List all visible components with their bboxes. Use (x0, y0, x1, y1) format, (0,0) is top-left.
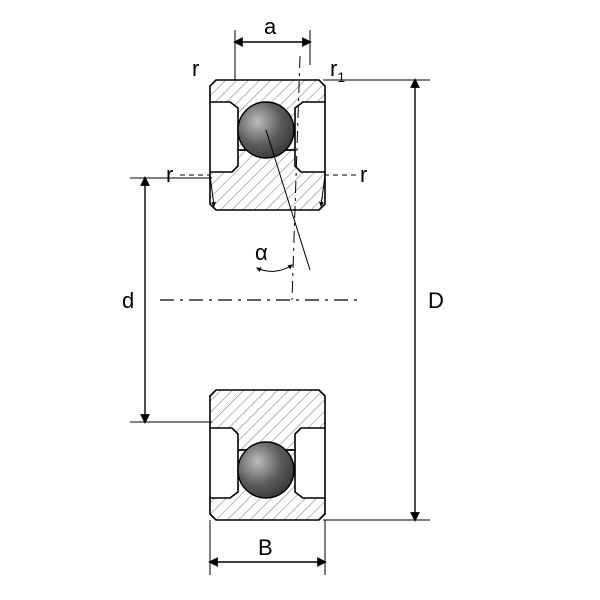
label-r1-sub: 1 (337, 69, 345, 85)
label-alpha: α (255, 240, 268, 265)
dim-a: a (235, 14, 310, 80)
svg-text:r1: r1 (330, 56, 345, 85)
label-r-left: r (166, 162, 173, 187)
dim-B: B (210, 520, 325, 575)
label-r1: r (330, 56, 337, 81)
bottom-section (210, 390, 325, 520)
label-a: a (264, 14, 277, 39)
label-r-topleft: r (192, 56, 199, 81)
top-section (210, 80, 325, 210)
label-r-right: r (360, 162, 367, 187)
label-d: d (122, 288, 134, 313)
bearing-diagram: α a B d D r r1 r r (0, 0, 600, 600)
label-B: B (258, 535, 273, 560)
label-D: D (428, 288, 444, 313)
ball-bottom (238, 442, 294, 498)
